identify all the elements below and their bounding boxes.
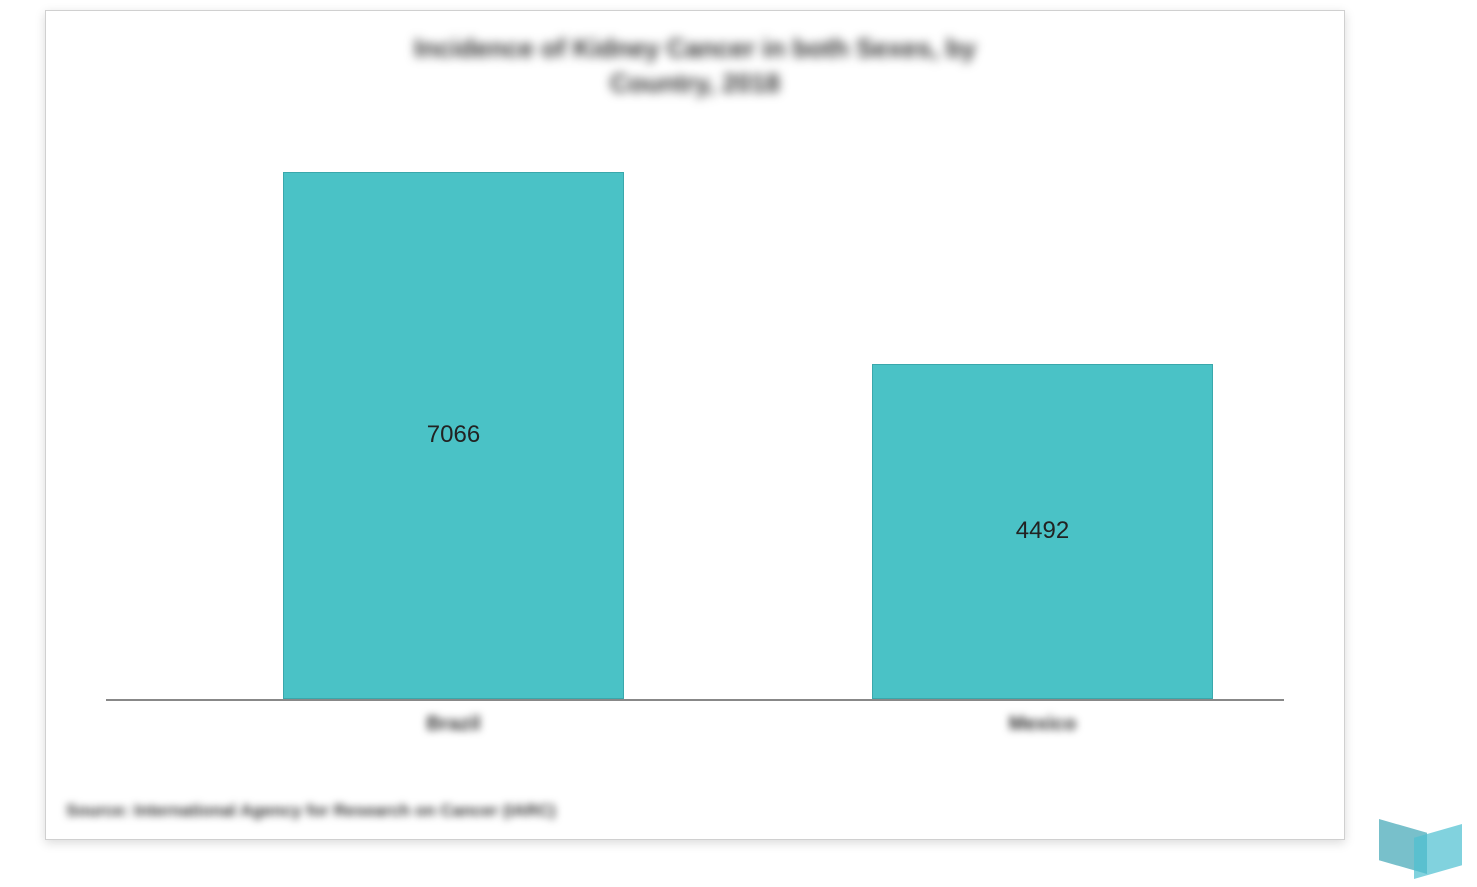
- bar-brazil: 7066: [283, 172, 625, 700]
- source-citation: Source: International Agency for Researc…: [66, 801, 556, 821]
- bar-label-mexico: 4492: [873, 517, 1213, 545]
- title-line-1: Incidence of Kidney Cancer in both Sexes…: [414, 33, 976, 63]
- watermark-logo: [1379, 819, 1469, 879]
- x-label-mexico: Mexico: [1009, 713, 1077, 736]
- x-axis-labels: Brazil Mexico: [106, 701, 1284, 746]
- bar-mexico: 4492: [872, 364, 1214, 699]
- title-line-2: Country, 2018: [610, 68, 780, 98]
- plot-area: 7066 4492: [106, 141, 1284, 701]
- bar-label-brazil: 7066: [284, 421, 624, 449]
- chart-title: Incidence of Kidney Cancer in both Sexes…: [66, 31, 1324, 101]
- x-label-brazil: Brazil: [426, 713, 480, 736]
- chart-container: Incidence of Kidney Cancer in both Sexes…: [45, 10, 1345, 840]
